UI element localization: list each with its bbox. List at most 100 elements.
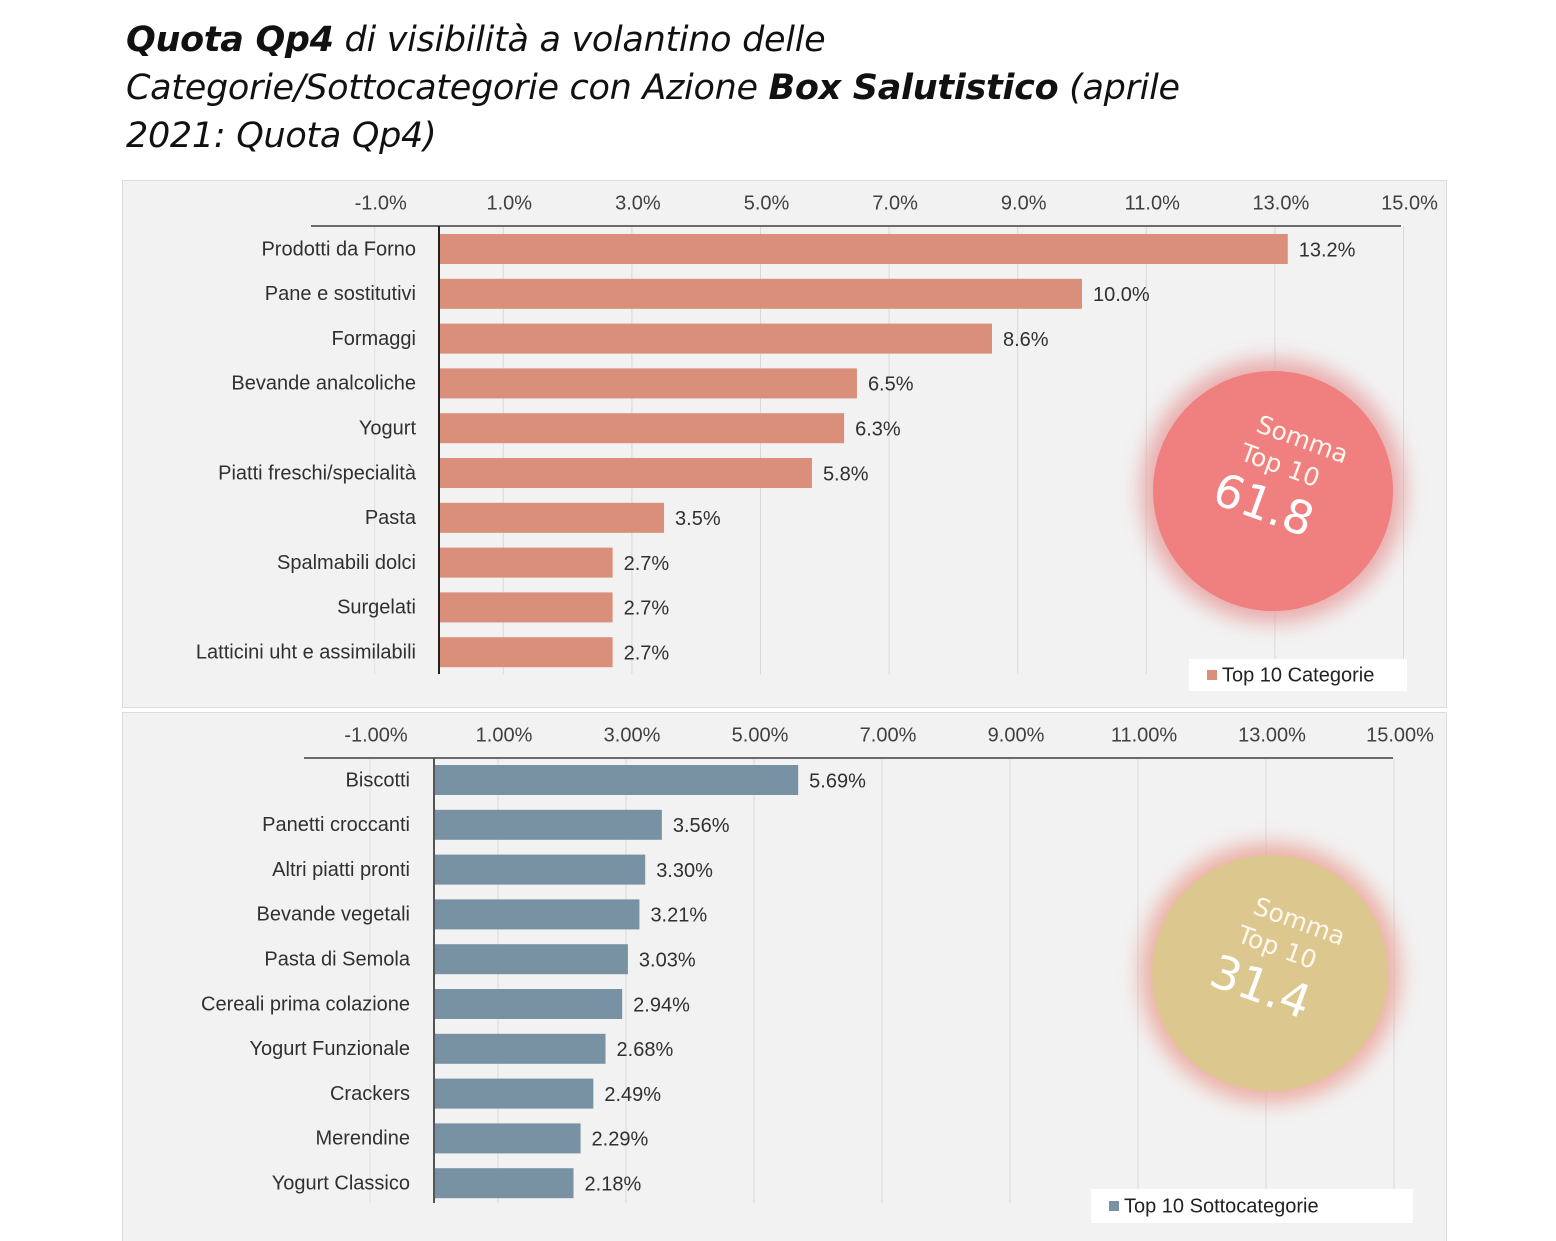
bar (439, 547, 613, 578)
bar (434, 765, 799, 795)
bar (434, 1078, 594, 1109)
bar (434, 1033, 606, 1064)
x-tick-label: 15.0% (1381, 192, 1438, 214)
title-text-2: Categorie/Sottocategorie con Azione (126, 68, 769, 108)
title-line-2: Categorie/Sottocategorie con Azione Box … (126, 64, 1376, 112)
data-label: 3.56% (673, 815, 730, 837)
x-tick-label: 15.00% (1366, 724, 1434, 746)
title-bold-quota: Quota Qp4 (126, 20, 334, 60)
legend-swatch (1207, 670, 1217, 680)
category-label: Bevande analcoliche (231, 373, 416, 395)
title-line-1: Quota Qp4 di visibilità a volantino dell… (126, 16, 1376, 64)
data-label: 2.68% (617, 1039, 674, 1061)
data-label: 2.7% (624, 553, 670, 575)
x-tick-label: 1.00% (476, 724, 533, 746)
category-label: Panetti croccanti (262, 814, 410, 836)
category-label: Surgelati (337, 597, 416, 619)
data-label: 2.29% (592, 1129, 649, 1151)
title-bold-box: Box Salutistico (768, 68, 1059, 108)
category-label: Cereali prima colazione (201, 993, 410, 1015)
bar (439, 234, 1288, 264)
category-label: Pasta di Semola (264, 948, 411, 970)
category-label: Biscotti (346, 769, 410, 791)
x-tick-label: 5.00% (732, 724, 789, 746)
data-label: 13.2% (1299, 239, 1356, 261)
bar (439, 458, 812, 488)
bar (434, 899, 640, 930)
x-tick-label: 5.0% (744, 192, 790, 214)
x-axis-ticks: -1.0% 1.0% 3.0% 5.0% 7.0% 9.0% 11.0% 13.0% 15.0% (355, 192, 1438, 214)
data-label: 3.03% (639, 949, 696, 971)
legend: Top 10 Categorie (1189, 659, 1407, 691)
x-tick-label: 9.0% (1001, 192, 1047, 214)
data-label: 2.7% (624, 598, 670, 620)
category-label: Merendine (315, 1128, 410, 1150)
bar (439, 323, 992, 354)
legend: Top 10 Sottocategorie (1091, 1189, 1413, 1223)
data-label: 5.8% (823, 463, 869, 485)
data-label: 2.94% (633, 994, 690, 1016)
legend-label: Top 10 Categorie (1222, 664, 1374, 686)
bar (439, 502, 665, 533)
category-label: Prodotti da Forno (261, 238, 416, 260)
x-tick-label: 1.0% (487, 192, 533, 214)
category-label: Yogurt Funzionale (250, 1038, 411, 1060)
chart-panel-sottocategorie: -1.00% 1.00% 3.00% 5.00% 7.00% 9.00% 11.00% 13.… (122, 712, 1447, 1241)
x-tick-label: 11.0% (1125, 192, 1180, 214)
page-title: Quota Qp4 di visibilità a volantino dell… (126, 16, 1376, 160)
data-label: 3.5% (675, 508, 721, 530)
bar (434, 854, 646, 885)
data-label: 3.30% (656, 860, 713, 882)
x-tick-label: 7.0% (872, 192, 918, 214)
x-tick-label: -1.0% (355, 192, 407, 214)
category-label: Bevande vegetali (257, 904, 410, 926)
legend-label: Top 10 Sottocategorie (1124, 1195, 1319, 1217)
x-tick-label: 13.00% (1238, 724, 1306, 746)
data-label: 2.18% (585, 1173, 642, 1195)
category-label: Spalmabili dolci (277, 552, 416, 574)
x-tick-label: 9.00% (988, 724, 1045, 746)
bar (434, 1168, 574, 1199)
data-label: 8.6% (1003, 329, 1049, 351)
title-text-3: (aprile (1058, 68, 1180, 108)
bar (439, 413, 845, 444)
x-axis-ticks: -1.00% 1.00% 3.00% 5.00% 7.00% 9.00% 11.00% 13.… (344, 724, 1434, 746)
bar (439, 278, 1082, 309)
category-label: Latticini uht e assimilabili (196, 641, 416, 663)
legend-box (1091, 1189, 1413, 1223)
chart-panel-categorie: -1.0% 1.0% 3.0% 5.0% 7.0% 9.0% 11.0% 13.0% 15.0%… (122, 180, 1447, 708)
chart-categorie: -1.0% 1.0% 3.0% 5.0% 7.0% 9.0% 11.0% 13.0% 15.0%… (196, 192, 1438, 691)
bar (434, 944, 628, 975)
x-tick-label: 11.00% (1111, 724, 1178, 746)
data-label: 2.7% (624, 642, 670, 664)
category-label: Crackers (330, 1083, 410, 1105)
legend-swatch (1109, 1201, 1119, 1211)
title-text-1: di visibilità a volantino delle (333, 20, 826, 60)
bar (439, 368, 857, 399)
bars (439, 234, 1288, 668)
data-label: 6.5% (868, 374, 914, 396)
chart-sottocategorie: -1.00% 1.00% 3.00% 5.00% 7.00% 9.00% 11.00% 13.… (201, 724, 1434, 1223)
bar (434, 809, 662, 840)
badge-circle (1152, 855, 1388, 1091)
x-tick-label: 3.0% (615, 192, 661, 214)
category-label: Yogurt (359, 417, 417, 439)
title-text-4: 2021: Quota Qp4) (126, 116, 437, 156)
bar (434, 989, 623, 1019)
title-line-3: 2021: Quota Qp4) (126, 112, 1376, 160)
x-tick-label: -1.00% (344, 724, 408, 746)
data-label: 6.3% (855, 418, 901, 440)
category-label: Formaggi (332, 328, 416, 350)
category-label: Altri piatti pronti (272, 859, 410, 881)
data-label: 3.21% (650, 905, 707, 927)
x-tick-label: 3.00% (604, 724, 661, 746)
bars (434, 765, 799, 1199)
bar (434, 1123, 581, 1154)
bar (439, 637, 613, 668)
data-label: 2.49% (604, 1084, 661, 1106)
x-tick-label: 7.00% (860, 724, 917, 746)
data-label: 10.0% (1093, 284, 1150, 306)
category-label: Piatti freschi/specialità (218, 462, 417, 484)
category-label: Pane e sostitutivi (265, 283, 416, 305)
